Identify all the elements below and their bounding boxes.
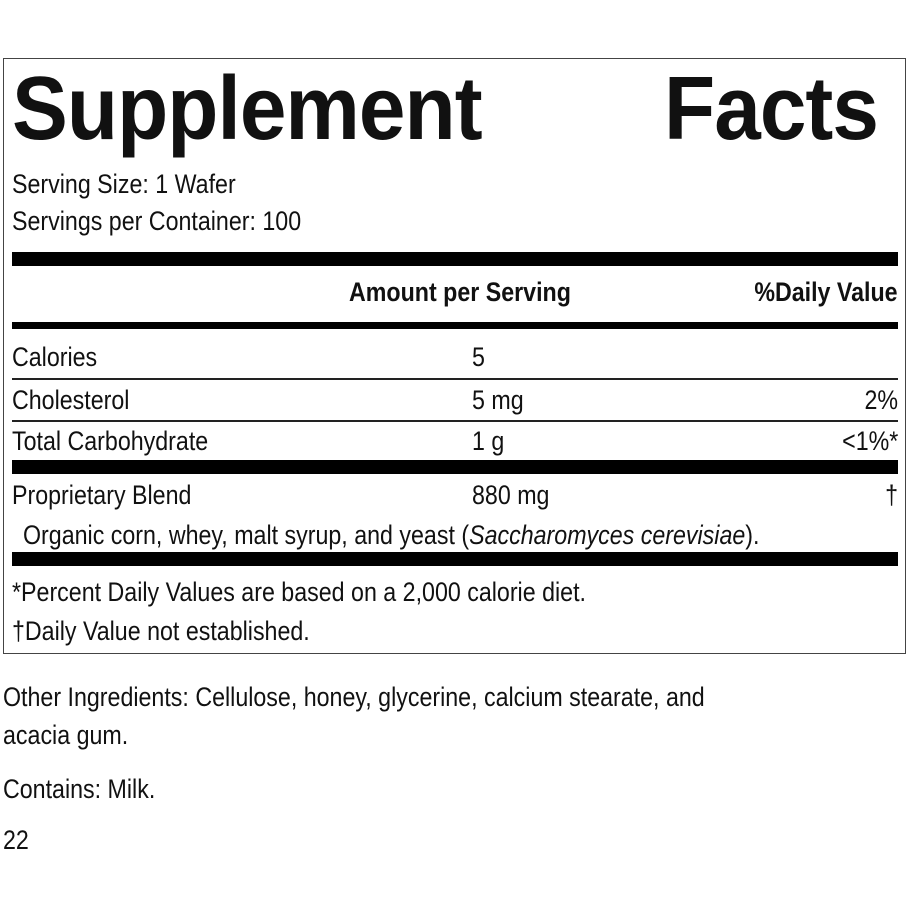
- row-divider: [12, 420, 898, 422]
- row-dv: †: [885, 480, 898, 510]
- thick-divider: [12, 552, 898, 566]
- row-name: Total Carbohydrate: [12, 426, 209, 456]
- footnote-percent-dv: *Percent Daily Values are based on a 2,0…: [12, 577, 586, 607]
- header-amount: Amount per Serving: [349, 277, 571, 307]
- row-dv: 2%: [864, 385, 898, 415]
- row-amount: 1 g: [472, 426, 505, 456]
- product-code: 22: [3, 825, 29, 855]
- panel-title-facts: Facts: [664, 59, 879, 159]
- serving-size: Serving Size: 1 Wafer: [12, 169, 236, 199]
- row-amount: 5 mg: [472, 385, 524, 415]
- row-name: Cholesterol: [12, 385, 130, 415]
- thick-divider: [12, 460, 898, 474]
- supplement-facts-panel: [3, 58, 906, 654]
- row-dv: <1%*: [841, 426, 898, 456]
- panel-title-supplement: Supplement: [12, 59, 483, 159]
- blend-description: Organic corn, whey, malt syrup, and yeas…: [23, 520, 760, 550]
- row-divider: [12, 378, 898, 380]
- allergen-contains: Contains: Milk.: [3, 774, 156, 804]
- medium-divider: [12, 322, 898, 329]
- header-daily-value: %Daily Value: [754, 277, 898, 307]
- footnote-dv-not-established: †Daily Value not established.: [12, 616, 310, 646]
- row-amount: 880 mg: [472, 480, 550, 510]
- thick-divider: [12, 252, 898, 266]
- row-name: Calories: [12, 342, 98, 372]
- other-ingredients: Other Ingredients: Cellulose, honey, gly…: [3, 682, 705, 712]
- other-ingredients-cont: acacia gum.: [3, 720, 129, 750]
- row-name: Proprietary Blend: [12, 480, 192, 510]
- servings-per-container: Servings per Container: 100: [12, 206, 302, 236]
- row-amount: 5: [472, 342, 485, 372]
